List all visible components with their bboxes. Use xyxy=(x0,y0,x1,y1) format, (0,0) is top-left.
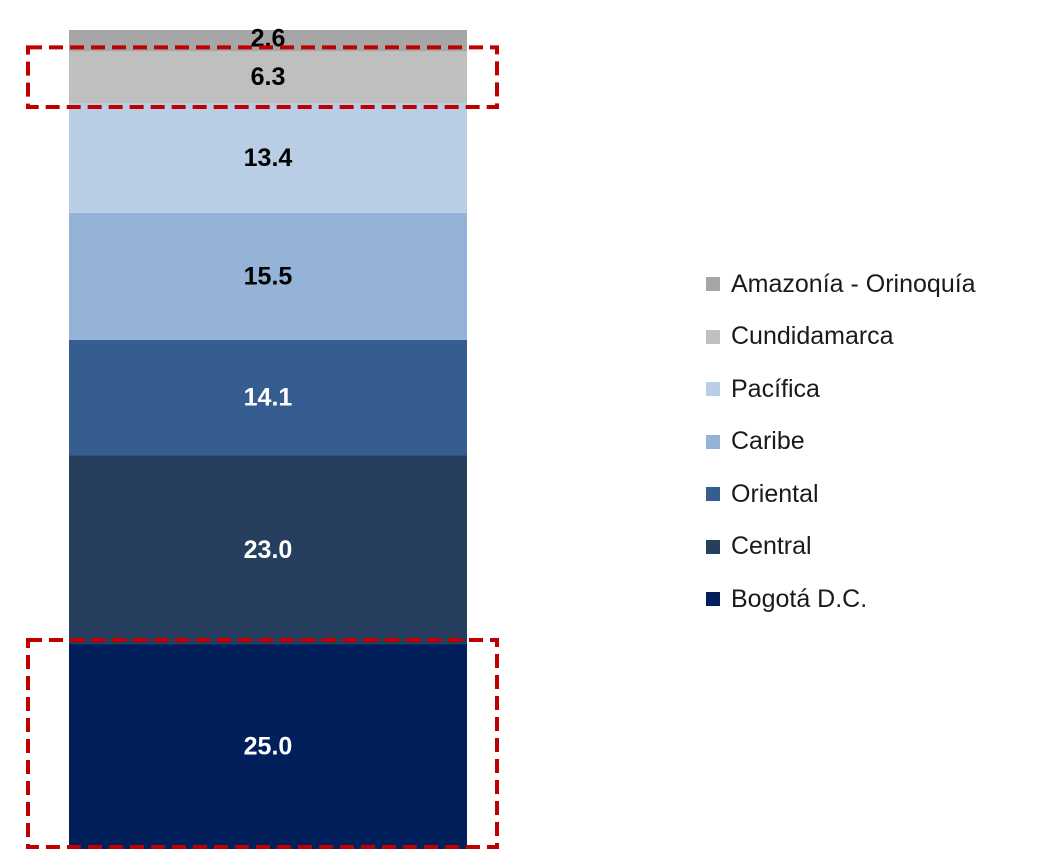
data-labels: 25.023.014.115.513.46.32.6 xyxy=(244,25,293,761)
legend-item-bogota: Bogotá D.C. xyxy=(706,573,976,626)
bar-segment-cundidamarca xyxy=(69,51,467,103)
legend-swatch xyxy=(706,592,720,607)
legend-item-central: Central xyxy=(706,521,976,574)
bar-segment-central xyxy=(69,455,467,645)
legend-swatch xyxy=(706,329,720,344)
legend-swatch xyxy=(706,277,720,292)
legend-label: Pacífica xyxy=(731,374,820,403)
data-label-central: 23.0 xyxy=(244,536,293,564)
legend-item-amazonia-orinoquia: Amazonía - Orinoquía xyxy=(706,258,976,311)
legend-swatch xyxy=(706,539,720,554)
bar-segment-bogota-d-c xyxy=(69,644,467,849)
bar-segment-pacifica xyxy=(69,102,467,213)
data-label-oriental: 14.1 xyxy=(244,384,293,412)
bar-segment-oriental xyxy=(69,339,467,456)
legend-label: Bogotá D.C. xyxy=(731,584,868,613)
legend-item-cundidamarca: Cundidamarca xyxy=(706,311,976,364)
data-label-bogota-d-c: 25.0 xyxy=(244,733,293,761)
legend-label: Oriental xyxy=(731,479,819,508)
data-label-caribe: 15.5 xyxy=(244,262,293,290)
legend-swatch xyxy=(706,382,720,397)
highlight-boxes xyxy=(26,45,499,849)
legend-label: Central xyxy=(731,532,812,561)
legend: Amazonía - Orinoquía Cundidamarca Pacífi… xyxy=(706,258,976,626)
highlight-box-bogota-d-c xyxy=(26,638,499,849)
data-label-pacifica: 13.4 xyxy=(244,144,293,172)
bar-segments xyxy=(69,30,467,849)
legend-item-oriental: Oriental xyxy=(706,468,976,521)
legend-item-caribe: Caribe xyxy=(706,416,976,469)
legend-swatch xyxy=(706,434,720,449)
legend-label: Caribe xyxy=(731,427,805,456)
legend-label: Amazonía - Orinoquía xyxy=(731,269,976,298)
highlight-box-cundidamarca xyxy=(26,45,499,109)
data-label-cundidamarca: 6.3 xyxy=(251,63,286,91)
legend-item-pacifica: Pacífica xyxy=(706,363,976,416)
legend-swatch xyxy=(706,487,720,502)
bar-segment-caribe xyxy=(69,212,467,340)
legend-label: Cundidamarca xyxy=(731,322,894,351)
